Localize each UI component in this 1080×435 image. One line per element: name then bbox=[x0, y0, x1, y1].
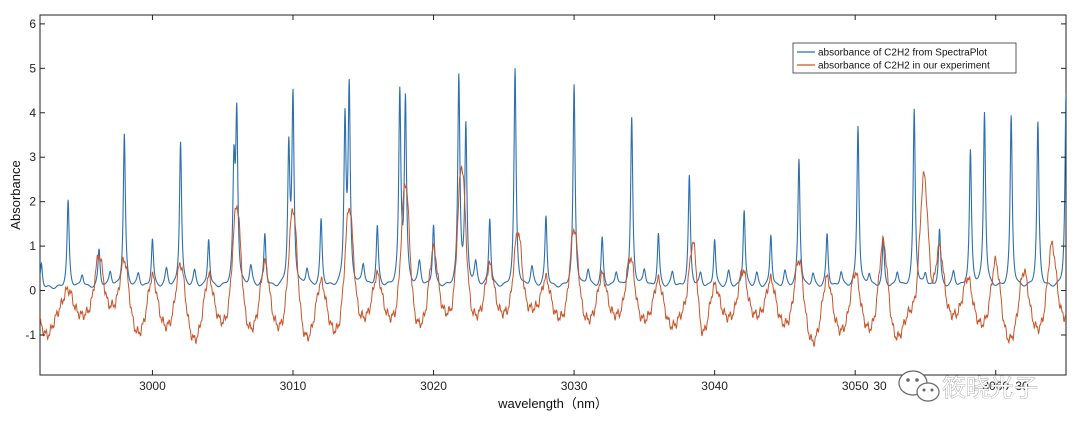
x-tick-label: 30 bbox=[1015, 379, 1029, 393]
legend-entry-experiment: absorbance of C2H2 in our experiment bbox=[818, 61, 990, 72]
y-tick-label: 2 bbox=[29, 195, 36, 209]
x-tick-label: 3020 bbox=[420, 379, 447, 393]
watermark-text: 筱晓光子 bbox=[942, 374, 1038, 402]
y-tick-label: 1 bbox=[29, 239, 36, 253]
series-layer bbox=[40, 68, 1066, 347]
legend: absorbance of C2H2 from SpectraPlot abso… bbox=[792, 42, 1017, 74]
series-line-experiment bbox=[40, 164, 1066, 347]
y-tick-label: 6 bbox=[29, 17, 36, 31]
wechat-icon bbox=[898, 370, 940, 402]
x-tick-label: 3060 bbox=[982, 379, 1009, 393]
y-tick-label: 5 bbox=[29, 61, 36, 75]
x-axis-label: wavelength（nm） bbox=[497, 396, 608, 411]
x-tick-label: 3010 bbox=[280, 379, 307, 393]
x-tick-label: 30 bbox=[873, 379, 887, 393]
y-axis-label: Absorbance bbox=[8, 160, 23, 229]
plot-area bbox=[39, 14, 1067, 376]
x-tick-label: 3030 bbox=[561, 379, 588, 393]
legend-box bbox=[792, 42, 1017, 74]
y-tick-label: 3 bbox=[29, 150, 36, 164]
x-tick-label: 3050 bbox=[842, 379, 869, 393]
y-tick-label: 0 bbox=[29, 284, 36, 298]
series-line-spectraplot bbox=[40, 68, 1066, 290]
x-tick-label: 3000 bbox=[139, 379, 166, 393]
watermark: 筱晓光子 bbox=[898, 370, 1038, 402]
x-tick-label: 3040 bbox=[701, 379, 728, 393]
y-tick-label: -1 bbox=[25, 328, 36, 342]
y-tick-label: 4 bbox=[29, 106, 36, 120]
legend-entry-spectraplot: absorbance of C2H2 from SpectraPlot bbox=[818, 48, 987, 59]
